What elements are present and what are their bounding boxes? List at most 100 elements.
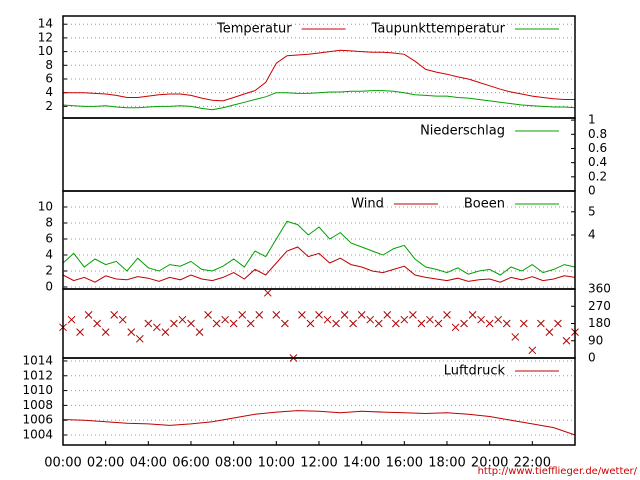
y2-tick-label: 5 <box>588 204 596 218</box>
scatter-point <box>76 328 84 336</box>
y2-tick-label: 360 <box>588 282 611 296</box>
scatter-point <box>554 319 562 328</box>
scatter-point <box>519 319 528 328</box>
footer-link: http://www.tiefflieger.de/wetter/ <box>478 466 638 477</box>
scatter-point <box>451 323 460 332</box>
y2-tick-label: 4 <box>588 228 596 242</box>
y-tick-label: 1006 <box>22 413 53 427</box>
scatter-point <box>221 315 229 324</box>
scatter-point <box>357 311 366 319</box>
y-tick-label: 12 <box>38 30 53 44</box>
y-tick-label: 1008 <box>22 398 53 412</box>
scatter-point <box>281 319 289 328</box>
scatter-point <box>537 319 545 328</box>
y2-tick-label: 1 <box>588 113 596 127</box>
scatter-point <box>511 333 520 341</box>
y-tick-label: 8 <box>45 216 53 230</box>
y2-tick-label: 0.6 <box>588 141 607 155</box>
legend-label: Taupunkttemperatur <box>371 22 506 37</box>
scatter-point <box>426 315 434 324</box>
scatter-point <box>118 315 127 324</box>
y-tick-label: 2 <box>45 99 53 113</box>
y2-tick-label: 0 <box>588 184 596 198</box>
x-tick-label: 22:00 <box>514 456 551 471</box>
x-tick-label: 20:00 <box>471 456 508 471</box>
scatter-point <box>477 315 485 324</box>
y-tick-label: 0 <box>45 280 53 294</box>
y2-tick-label: 270 <box>588 299 611 313</box>
scatter-point <box>135 334 144 343</box>
series-line <box>62 90 576 111</box>
scatter-point <box>246 319 255 328</box>
legend-label: Niederschlag <box>420 124 505 139</box>
y2-tick-label: 0.8 <box>588 127 607 141</box>
scatter-point <box>212 319 221 328</box>
scatter-point <box>67 315 76 324</box>
scatter-point <box>93 319 101 328</box>
scatter-point <box>460 319 468 328</box>
scatter-point <box>545 328 554 336</box>
scatter-point <box>161 328 170 336</box>
series-line <box>62 246 576 283</box>
scatter-point <box>101 328 110 336</box>
scatter-point <box>366 315 375 324</box>
scatter-point <box>238 311 247 319</box>
scatter-point <box>400 315 409 324</box>
y-tick-label: 1004 <box>22 428 53 442</box>
scatter-point <box>229 319 238 328</box>
scatter-point <box>323 315 332 324</box>
legend-label: Temperatur <box>216 22 292 37</box>
scatter-point <box>272 311 281 319</box>
scatter-point <box>195 328 204 336</box>
scatter-point <box>298 311 306 319</box>
x-tick-label: 12:00 <box>300 456 337 471</box>
scatter-point <box>485 319 494 328</box>
y-tick-label: 14 <box>38 17 53 31</box>
scatter-point <box>306 319 315 328</box>
scatter-point <box>178 315 187 324</box>
scatter-point <box>528 346 537 355</box>
scatter-point <box>443 311 451 319</box>
scatter-point <box>562 336 571 345</box>
y2-tick-label: 0.2 <box>588 169 607 183</box>
y-tick-label: 6 <box>45 232 53 246</box>
x-tick-label: 18:00 <box>428 456 465 471</box>
scatter-point <box>127 328 136 336</box>
x-tick-label: 14:00 <box>343 456 380 471</box>
y-tick-label: 2 <box>45 264 53 278</box>
legend-label: Luftdruck <box>444 364 506 379</box>
y-tick-label: 4 <box>45 85 53 99</box>
legend-label: Boeen <box>464 197 505 212</box>
series-line <box>62 220 576 276</box>
scatter-point <box>110 311 119 319</box>
y-tick-label: 1010 <box>22 383 53 397</box>
scatter-point <box>468 311 477 319</box>
y-tick-label: 10 <box>38 44 53 58</box>
y-tick-label: 4 <box>45 248 53 262</box>
scatter-point <box>340 311 349 319</box>
series-line <box>63 49 575 102</box>
scatter-point <box>144 319 153 328</box>
scatter-point <box>383 311 392 319</box>
panel-frame <box>62 357 576 446</box>
y-tick-label: 8 <box>45 58 53 72</box>
scatter-point <box>332 319 340 328</box>
legend-label: Wind <box>351 197 384 212</box>
x-tick-label: 00:00 <box>44 456 81 471</box>
x-tick-label: 02:00 <box>87 456 124 471</box>
x-tick-label: 08:00 <box>215 456 252 471</box>
scatter-point <box>204 311 212 319</box>
y2-tick-label: 90 <box>588 333 603 347</box>
scatter-point <box>374 319 383 328</box>
scatter-point <box>187 319 195 328</box>
scatter-point <box>170 319 178 328</box>
scatter-point <box>502 319 511 328</box>
y2-tick-label: 0 <box>588 351 596 365</box>
scatter-point <box>315 311 323 319</box>
x-tick-label: 04:00 <box>130 456 167 471</box>
y-tick-label: 10 <box>38 200 53 214</box>
y2-tick-label: 180 <box>588 316 611 330</box>
scatter-point <box>391 319 400 328</box>
